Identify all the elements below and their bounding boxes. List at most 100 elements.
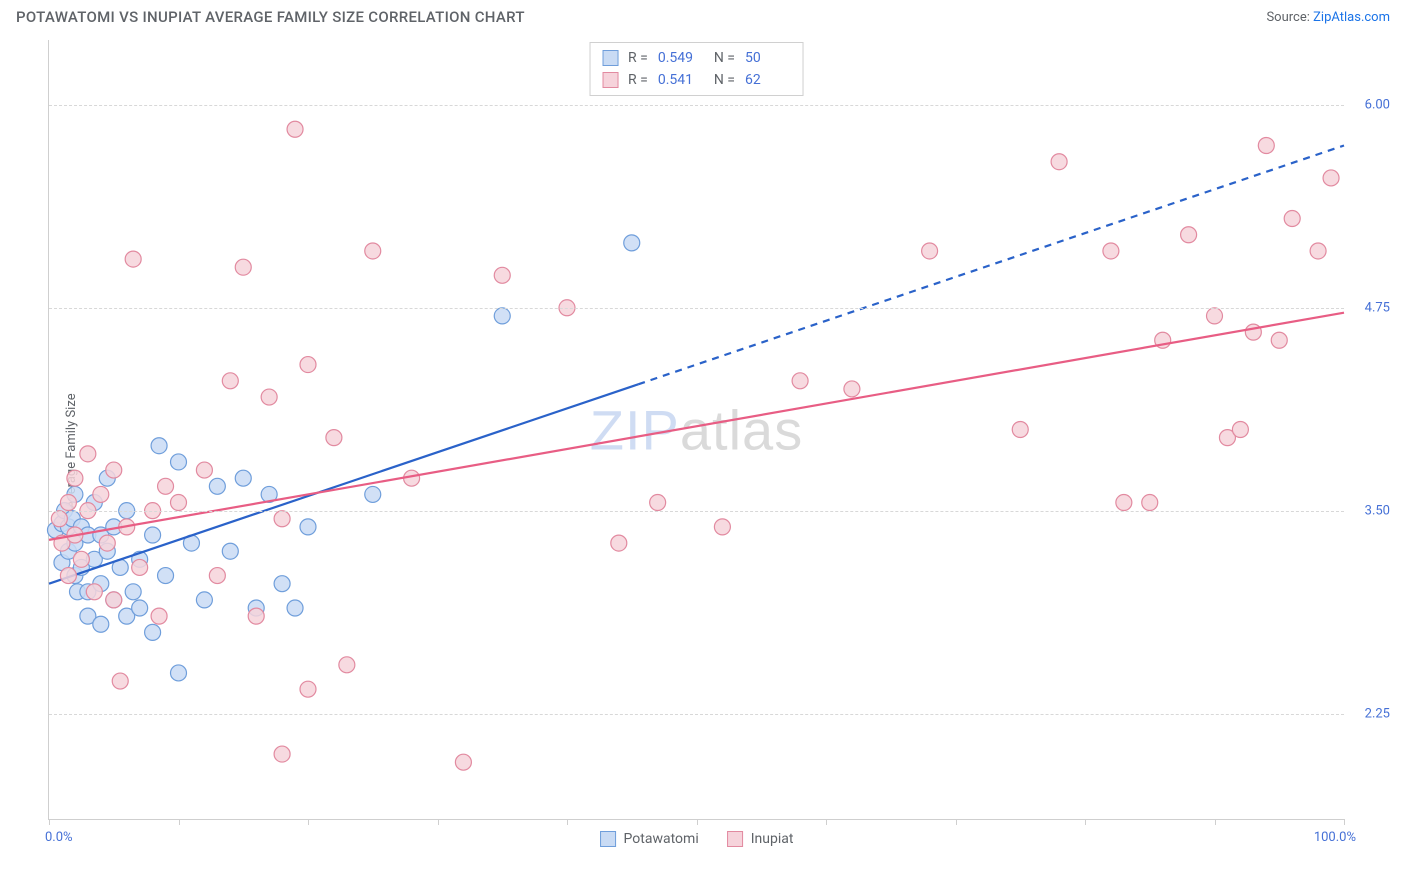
scatter-point — [1181, 227, 1197, 243]
x-tick — [49, 819, 50, 825]
source-link[interactable]: ZipAtlas.com — [1313, 10, 1390, 25]
r-value-0: 0.549 — [658, 47, 704, 69]
chart-title: POTAWATOMI VS INUPIAT AVERAGE FAMILY SIZ… — [16, 8, 525, 26]
legend-stats: R = 0.549 N = 50 R = 0.541 N = 62 — [589, 42, 804, 96]
swatch-series-1 — [602, 72, 618, 88]
scatter-point — [1103, 243, 1119, 259]
scatter-point — [714, 519, 730, 535]
scatter-point — [365, 486, 381, 502]
scatter-point — [274, 576, 290, 592]
n-label-0: N = — [714, 47, 735, 69]
scatter-point — [274, 511, 290, 527]
scatter-point — [132, 600, 148, 616]
source-label: Source: — [1266, 10, 1309, 25]
plot-region: ZIPatlas R = 0.549 N = 50 R = 0.541 N = … — [48, 40, 1344, 820]
x-tick — [438, 819, 439, 825]
x-tick — [697, 819, 698, 825]
x-tick — [956, 819, 957, 825]
scatter-point — [60, 568, 76, 584]
swatch-series-1 — [727, 831, 743, 847]
scatter-point — [106, 462, 122, 478]
y-tick-label: 4.75 — [1365, 300, 1390, 315]
scatter-point — [222, 373, 238, 389]
x-tick — [1215, 819, 1216, 825]
scatter-point — [93, 616, 109, 632]
trend-line — [49, 384, 638, 583]
scatter-point — [844, 381, 860, 397]
trend-line-extrapolated — [638, 145, 1344, 384]
scatter-point — [99, 535, 115, 551]
scatter-point — [235, 470, 251, 486]
scatter-point — [1232, 422, 1248, 438]
scatter-point — [112, 673, 128, 689]
scatter-point — [1323, 170, 1339, 186]
x-tick — [567, 819, 568, 825]
scatter-svg — [49, 40, 1344, 819]
scatter-point — [1142, 495, 1158, 511]
scatter-point — [145, 527, 161, 543]
chart-area: Average Family Size ZIPatlas R = 0.549 N… — [20, 40, 1394, 862]
scatter-point — [287, 121, 303, 137]
scatter-point — [494, 308, 510, 324]
scatter-point — [145, 624, 161, 640]
scatter-point — [624, 235, 640, 251]
scatter-point — [196, 462, 212, 478]
scatter-point — [1012, 422, 1028, 438]
scatter-point — [80, 446, 96, 462]
y-tick-label: 3.50 — [1365, 503, 1390, 518]
scatter-point — [171, 454, 187, 470]
scatter-point — [1207, 308, 1223, 324]
r-label-1: R = — [628, 69, 648, 91]
scatter-point — [287, 600, 303, 616]
scatter-point — [274, 746, 290, 762]
gridline — [49, 105, 1344, 106]
scatter-point — [326, 430, 342, 446]
scatter-point — [158, 568, 174, 584]
x-tick — [826, 819, 827, 825]
scatter-point — [209, 568, 225, 584]
scatter-point — [60, 495, 76, 511]
n-value-0: 50 — [745, 47, 791, 69]
scatter-point — [51, 511, 67, 527]
r-label-0: R = — [628, 47, 648, 69]
r-value-1: 0.541 — [658, 69, 704, 91]
scatter-point — [261, 389, 277, 405]
scatter-point — [209, 478, 225, 494]
x-tick — [308, 819, 309, 825]
scatter-point — [125, 584, 141, 600]
scatter-point — [611, 535, 627, 551]
y-tick-label: 2.25 — [1365, 706, 1390, 721]
scatter-point — [132, 559, 148, 575]
scatter-point — [151, 608, 167, 624]
scatter-point — [1271, 332, 1287, 348]
y-tick-label: 6.00 — [1365, 97, 1390, 112]
gridline — [49, 511, 1344, 512]
scatter-point — [93, 486, 109, 502]
series-label-1: Inupiat — [751, 831, 794, 847]
x-tick — [1344, 819, 1345, 825]
n-value-1: 62 — [745, 69, 791, 91]
gridline — [49, 308, 1344, 309]
gridline — [49, 714, 1344, 715]
scatter-point — [86, 584, 102, 600]
source-attribution: Source: ZipAtlas.com — [1266, 10, 1390, 25]
scatter-point — [73, 551, 89, 567]
scatter-point — [1310, 243, 1326, 259]
scatter-point — [171, 665, 187, 681]
scatter-point — [1116, 495, 1132, 511]
scatter-point — [106, 592, 122, 608]
scatter-point — [125, 251, 141, 267]
scatter-point — [1258, 137, 1274, 153]
scatter-point — [67, 470, 83, 486]
scatter-point — [922, 243, 938, 259]
legend-item: Inupiat — [727, 831, 794, 847]
scatter-point — [248, 608, 264, 624]
x-axis-end-label: 100.0% — [1314, 830, 1356, 845]
legend-stats-row: R = 0.549 N = 50 — [602, 47, 791, 69]
x-tick — [179, 819, 180, 825]
swatch-series-0 — [600, 831, 616, 847]
series-label-0: Potawatomi — [624, 831, 699, 847]
x-tick — [1085, 819, 1086, 825]
legend-item: Potawatomi — [600, 831, 699, 847]
scatter-point — [339, 657, 355, 673]
